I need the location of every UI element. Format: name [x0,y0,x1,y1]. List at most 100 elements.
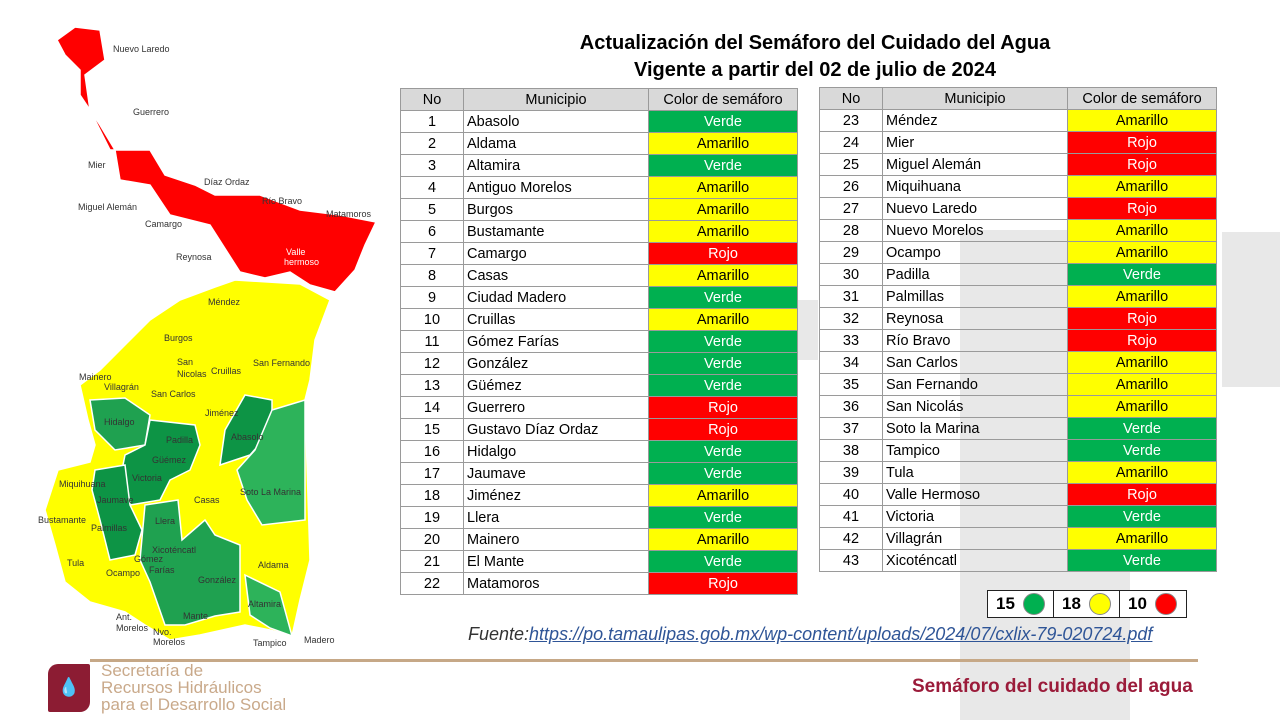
source-link[interactable]: https://po.tamaulipas.gob.mx/wp-content/… [529,624,1153,644]
row-number: 6 [400,220,464,243]
map-label: San Carlos [151,389,196,399]
semaforo-color: Rojo [1067,153,1217,176]
table-row: 42 Villagrán Amarillo [819,527,1217,550]
municipio-name: Abasolo [463,110,649,133]
row-number: 32 [819,307,883,330]
map-label: Reynosa [176,252,212,262]
map-label: Miquihuana [59,479,106,489]
semaforo-color: Amarillo [648,220,798,243]
semaforo-color: Amarillo [1067,285,1217,308]
semaforo-color: Verde [648,462,798,485]
map-label: Xicoténcatl [152,545,196,555]
row-number: 29 [819,241,883,264]
map-label: Altamira [248,599,281,609]
semaforo-color: Amarillo [648,308,798,331]
row-number: 37 [819,417,883,440]
map-label: Morelos [153,637,186,647]
map-label: Farías [149,565,175,575]
table-row: 13 Güémez Verde [400,374,798,397]
municipio-name: San Nicolás [882,395,1068,418]
municipio-name: Victoria [882,505,1068,528]
map-label: San Fernando [253,358,310,368]
table-row: 16 Hidalgo Verde [400,440,798,463]
row-number: 3 [400,154,464,177]
map-label: Morelos [116,623,149,633]
row-number: 18 [400,484,464,507]
map-label: Mainero [79,372,112,382]
semaforo-color: Amarillo [1067,109,1217,132]
table-row: 7 Camargo Rojo [400,242,798,265]
map-label: Burgos [164,333,193,343]
municipio-name: Mier [882,131,1068,154]
row-number: 24 [819,131,883,154]
municipio-name: Bustamante [463,220,649,243]
red-dot-icon [1154,593,1177,615]
row-number: 39 [819,461,883,484]
semaforo-color: Amarillo [648,176,798,199]
legend-green: 15 [988,591,1054,617]
map-label: Guerrero [133,107,169,117]
row-number: 2 [400,132,464,155]
municipios-table-left: No Municipio Color de semáforo 1 Abasolo Verd… [400,88,798,595]
municipio-name: Tula [882,461,1068,484]
municipio-name: Altamira [463,154,649,177]
row-number: 20 [400,528,464,551]
table-row: 41 Victoria Verde [819,505,1217,528]
row-number: 31 [819,285,883,308]
row-number: 38 [819,439,883,462]
map-label: Abasolo [231,432,264,442]
semaforo-color: Amarillo [1067,395,1217,418]
municipio-name: San Fernando [882,373,1068,396]
municipios-table-right: No Municipio Color de semáforo 23 Méndez Amar… [819,87,1217,572]
map-label: Soto La Marina [240,487,301,497]
table-row: 43 Xicoténcatl Verde [819,549,1217,572]
map-label: Madero [304,635,335,645]
municipio-name: Valle Hermoso [882,483,1068,506]
municipio-name: Ciudad Madero [463,286,649,309]
municipio-name: Nuevo Laredo [882,197,1068,220]
table-row: 5 Burgos Amarillo [400,198,798,221]
row-number: 26 [819,175,883,198]
map-label: Ant. [116,612,132,622]
municipio-name: San Carlos [882,351,1068,374]
row-number: 13 [400,374,464,397]
table-header: No Municipio Color de semáforo [819,87,1217,110]
map-region-red [56,26,378,293]
green-dot-icon [1022,593,1045,615]
municipio-name: Méndez [882,109,1068,132]
semaforo-color: Amarillo [1067,373,1217,396]
map-region-soto-la-marina [236,398,306,526]
yellow-dot-icon [1088,593,1111,615]
column-header: Municipio [463,88,649,111]
municipio-name: Casas [463,264,649,287]
page-title: Actualización del Semáforo del Cuidado d… [579,32,1051,54]
semaforo-color: Verde [648,550,798,573]
map-label: Mier [88,160,106,170]
table-row: 9 Ciudad Madero Verde [400,286,798,309]
map-label: Nvo. [153,627,172,637]
table-row: 36 San Nicolás Amarillo [819,395,1217,418]
watermark-shape [1222,232,1280,387]
row-number: 36 [819,395,883,418]
column-header: Color de semáforo [1067,87,1217,110]
semaforo-color: Amarillo [648,198,798,221]
municipio-name: Cruillas [463,308,649,331]
semaforo-color: Verde [648,374,798,397]
municipio-name: Palmillas [882,285,1068,308]
column-header: Municipio [882,87,1068,110]
row-number: 30 [819,263,883,286]
table-row: 17 Jaumave Verde [400,462,798,485]
municipio-name: Guerrero [463,396,649,419]
map-label: Llera [155,516,175,526]
map-label: Casas [194,495,220,505]
map-label: Güémez [152,455,187,465]
municipio-name: Villagrán [882,527,1068,550]
semaforo-color: Rojo [648,418,798,441]
semaforo-color: Rojo [648,396,798,419]
municipio-name: Miquihuana [882,175,1068,198]
map-label: Camargo [145,219,182,229]
table-row: 2 Aldama Amarillo [400,132,798,155]
table-row: 18 Jiménez Amarillo [400,484,798,507]
row-number: 25 [819,153,883,176]
table-row: 27 Nuevo Laredo Rojo [819,197,1217,220]
